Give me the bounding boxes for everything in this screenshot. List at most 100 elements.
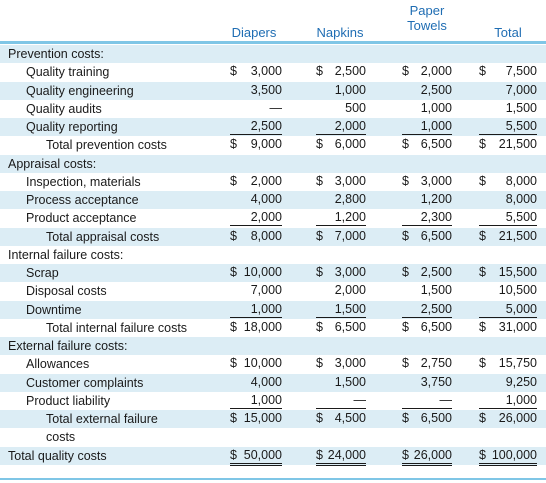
table-row: Scrap $10,000 $3,000 $2,500 $15,500: [0, 264, 546, 282]
row-label: Quality audits: [26, 101, 102, 116]
row-label: Internal failure costs:: [8, 247, 124, 262]
table-cell: 1,000: [402, 101, 452, 116]
cell-value: 9,000: [250, 137, 282, 152]
cell-value: 2,300: [420, 210, 452, 225]
table-cell: $26,000: [479, 411, 537, 426]
currency-symbol: $: [479, 319, 486, 334]
cell-value: —: [269, 100, 283, 115]
table-cell: $3,000: [316, 174, 366, 189]
cell-value: 7,000: [505, 82, 537, 97]
cell-value: 3,000: [420, 173, 452, 188]
cell-value: 2,000: [420, 64, 452, 79]
cell-value: 6,500: [420, 319, 452, 334]
cell-value: 2,500: [420, 265, 452, 279]
table-cell: 10,500: [479, 283, 537, 298]
row-label: Quality engineering: [26, 83, 134, 98]
cell-value: 2,500: [420, 82, 452, 97]
cell-value: 6,500: [334, 319, 366, 334]
currency-symbol: $: [402, 411, 409, 425]
table-cell: $6,500: [316, 320, 366, 335]
currency-symbol: $: [230, 447, 237, 462]
table-row: Product acceptance 2,000 1,200 2,300 5,500: [0, 209, 546, 227]
table-cell: 4,000: [230, 192, 282, 207]
table-cell: $21,500: [479, 137, 537, 152]
table-cell: 1,500: [316, 375, 366, 390]
cell-value: 18,000: [243, 319, 282, 334]
cell-value: 8,000: [250, 228, 282, 243]
table-cell: 2,500: [230, 119, 282, 135]
table-cell: —: [402, 393, 452, 409]
cell-value: 5,500: [505, 119, 537, 133]
table-cell: 2,000: [316, 119, 366, 135]
column-header-line1: [308, 10, 372, 25]
column-header-line2: Diapers: [231, 25, 277, 40]
table-cell: 3,750: [402, 375, 452, 390]
currency-symbol: $: [316, 411, 323, 425]
table-cell: $6,500: [402, 320, 452, 335]
cell-value: 4,000: [250, 374, 282, 389]
table-row: costs: [0, 428, 546, 446]
cell-value: 6,500: [420, 228, 452, 243]
table-cell: 5,500: [479, 119, 537, 135]
table-row: External failure costs:: [0, 337, 546, 355]
cell-value: 7,000: [250, 283, 282, 298]
cell-value: 2,000: [250, 210, 282, 225]
cell-value: 1,500: [334, 374, 366, 389]
table-cell: 3,500: [230, 83, 282, 98]
cell-value: 5,500: [505, 210, 537, 225]
row-label: Process acceptance: [26, 193, 139, 207]
currency-symbol: $: [316, 173, 323, 188]
cell-value: 8,000: [505, 173, 537, 188]
table-cell: —: [316, 393, 366, 409]
cell-value: 2,000: [334, 119, 366, 133]
table-cell: 1,000: [479, 393, 537, 409]
currency-symbol: $: [316, 319, 323, 334]
table-row: Appraisal costs:: [0, 154, 546, 173]
column-header-line2: Napkins: [316, 25, 364, 40]
table-cell: $8,000: [479, 174, 537, 189]
row-label: Inspection, materials: [26, 174, 141, 189]
table-cell: $10,000: [230, 265, 282, 280]
table-cell: $24,000: [316, 448, 366, 466]
cell-value: 21,500: [498, 137, 537, 152]
header-rule: [0, 41, 546, 44]
currency-symbol: $: [316, 356, 323, 371]
table-cell: $31,000: [479, 320, 537, 335]
cell-value: —: [353, 392, 367, 407]
cell-value: 31,000: [498, 319, 537, 334]
table-cell: $26,000: [402, 448, 452, 466]
table-cell: 1,500: [479, 101, 537, 116]
cell-value: 1,000: [250, 392, 282, 407]
table-cell: $6,000: [316, 137, 366, 152]
currency-symbol: $: [230, 228, 237, 243]
table-cell: $6,500: [402, 137, 452, 152]
cell-value: 1,000: [334, 82, 366, 97]
cell-value: 26,000: [498, 411, 537, 425]
cell-value: 3,750: [420, 374, 452, 389]
currency-symbol: $: [402, 447, 409, 462]
table-cell: $6,500: [402, 411, 452, 426]
cell-value: 2,800: [334, 192, 366, 206]
currency-symbol: $: [479, 356, 486, 371]
cell-value: 9,250: [505, 374, 537, 389]
currency-symbol: $: [402, 228, 409, 243]
currency-symbol: $: [479, 173, 486, 188]
cell-value: 10,500: [498, 283, 537, 298]
cell-value: 4,000: [250, 192, 282, 206]
table-cell: $3,000: [316, 356, 366, 371]
cell-value: 6,500: [420, 137, 452, 152]
table-cell: $15,500: [479, 265, 537, 280]
cell-value: 24,000: [327, 447, 366, 462]
cell-value: 2,750: [420, 356, 452, 371]
row-label: Total appraisal costs: [46, 229, 160, 244]
cell-value: 26,000: [413, 447, 452, 462]
cell-value: 15,000: [243, 411, 282, 425]
cell-value: 1,000: [420, 119, 452, 133]
column-header-napkins: Napkins: [308, 10, 372, 40]
row-label: Quality training: [26, 65, 110, 80]
currency-symbol: $: [402, 265, 409, 279]
row-label: Total internal failure costs: [46, 320, 188, 335]
table-row: Total external failure $15,000 $4,500 $6,50…: [0, 410, 546, 428]
cell-value: 1,000: [250, 301, 282, 316]
